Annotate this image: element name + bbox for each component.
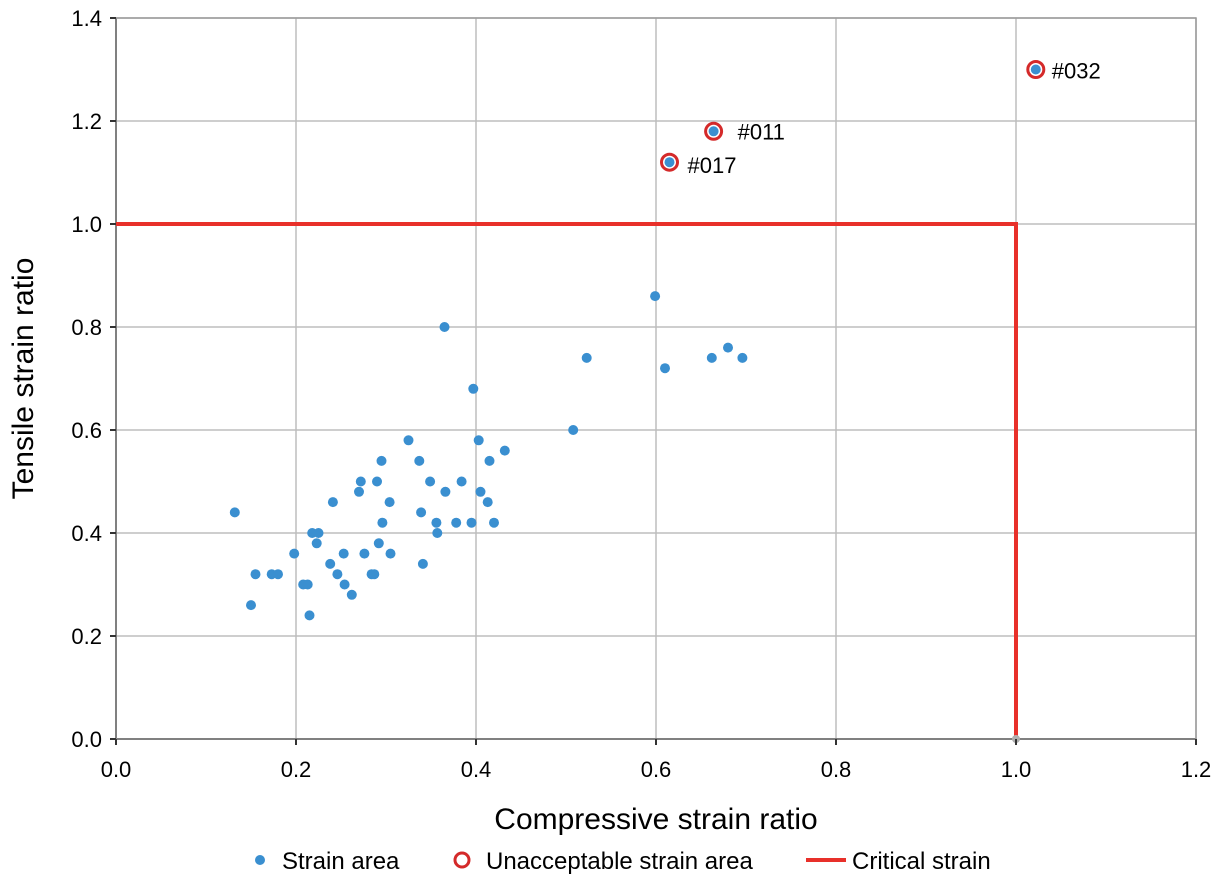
- data-point-17: [346, 589, 357, 600]
- data-point-7: [302, 579, 313, 590]
- data-point-33: [425, 476, 436, 487]
- x-tick-label-1: 0.2: [281, 757, 312, 782]
- data-point-8: [304, 610, 315, 621]
- point-label-2: #032: [1052, 59, 1101, 84]
- data-point-51: [660, 363, 670, 374]
- x-axis-title: Compressive strain ratio: [494, 803, 817, 836]
- data-point-4: [273, 569, 283, 580]
- data-point-11: [313, 528, 324, 538]
- data-point-31: [416, 507, 427, 518]
- data-point-16: [339, 579, 350, 590]
- grid-lines: [115, 17, 1197, 740]
- y-tick-label-5: 1.0: [71, 212, 102, 237]
- data-point-48: [568, 425, 579, 435]
- data-point-43: [475, 486, 486, 497]
- data-point-35: [432, 528, 443, 538]
- unacceptable-ring-0: [660, 152, 679, 172]
- y-tick-label-3: 0.6: [71, 418, 102, 443]
- data-point-26: [377, 517, 388, 528]
- legend-marker-unacceptable: [453, 851, 471, 869]
- data-point-42: [473, 435, 484, 446]
- critical-strain-line: [116, 222, 1018, 739]
- data-point-37: [440, 486, 451, 497]
- x-tick-label-4: 0.8: [821, 757, 852, 782]
- unacceptable-ring-2: [1026, 60, 1046, 79]
- data-point-41: [468, 383, 479, 394]
- y-tick-label-2: 0.4: [71, 521, 102, 546]
- data-point-52: [706, 352, 717, 363]
- y-tick-label-6: 1.2: [71, 109, 102, 134]
- y-tick-labels: 0.0 0.2 0.4 0.6 0.8 1.0 1.2 1.4: [71, 6, 116, 752]
- data-point-40: [466, 517, 477, 528]
- data-point-28: [385, 548, 396, 559]
- data-point-22: [369, 569, 380, 580]
- data-point-54: [737, 352, 748, 363]
- legend-marker-strain-area: [255, 855, 265, 865]
- point-label-1: #011: [738, 119, 785, 144]
- data-point-45: [484, 455, 495, 466]
- legend-label-strain-area: Strain area: [282, 848, 400, 875]
- data-point-34: [431, 517, 442, 528]
- x-tick-label-3: 0.6: [641, 757, 672, 782]
- data-point-23: [372, 476, 382, 487]
- data-point-39: [456, 476, 467, 487]
- y-tick-label-4: 0.8: [71, 315, 102, 340]
- critical-strain-polyline: [116, 222, 1018, 739]
- data-point-10: [311, 538, 322, 549]
- data-point-0: [229, 507, 240, 518]
- data-point-12: [325, 558, 336, 569]
- data-point-19: [355, 476, 366, 487]
- unacceptable-ring-1: [704, 121, 724, 141]
- point-annotations: #017#011 #032: [688, 59, 1101, 179]
- data-point-47: [499, 445, 510, 456]
- data-point-15: [338, 548, 349, 559]
- data-point-29: [403, 435, 414, 446]
- data-point-57: [1030, 64, 1041, 75]
- y-axis-title: Tensile strain ratio: [7, 258, 40, 500]
- y-tick-label-1: 0.2: [71, 624, 102, 649]
- y-tick-label-7: 1.4: [71, 6, 102, 31]
- data-point-49: [581, 352, 592, 363]
- x-tick-labels: 0.0 0.2 0.4 0.6 0.8 1.0 1.2: [101, 739, 1212, 782]
- x-tick-label-5: 1.0: [1001, 757, 1032, 782]
- data-point-44: [482, 497, 493, 508]
- unacceptable-strain-rings: [660, 60, 1046, 172]
- legend-label-critical: Critical strain: [852, 848, 991, 875]
- data-point-13: [327, 497, 338, 508]
- data-point-50: [650, 291, 661, 302]
- point-label-0: #017: [688, 153, 737, 178]
- x-tick-label-6: 1.2: [1181, 757, 1212, 782]
- data-point-30: [414, 455, 425, 466]
- legend: Strain area Unacceptable strain area Criti…: [255, 848, 991, 875]
- data-point-36: [439, 322, 450, 332]
- data-point-56: [708, 126, 719, 137]
- data-point-55: [664, 157, 675, 168]
- data-point-24: [373, 538, 384, 549]
- data-point-5: [289, 548, 300, 559]
- data-point-25: [376, 455, 387, 466]
- strain-area-points: [229, 64, 1041, 743]
- data-point-38: [451, 517, 462, 528]
- data-point-1: [246, 600, 256, 611]
- data-point-18: [354, 486, 364, 497]
- data-point-53: [723, 342, 733, 353]
- data-point-46: [489, 517, 499, 528]
- data-point-20: [359, 548, 370, 559]
- data-point-32: [417, 558, 428, 569]
- x-tick-label-0: 0.0: [101, 757, 132, 782]
- x-tick-label-2: 0.4: [461, 757, 492, 782]
- legend-label-unacceptable: Unacceptable strain area: [486, 848, 753, 875]
- data-point-27: [384, 497, 395, 508]
- y-tick-label-0: 0.0: [71, 727, 102, 752]
- data-point-2: [250, 569, 261, 580]
- data-point-14: [332, 569, 343, 580]
